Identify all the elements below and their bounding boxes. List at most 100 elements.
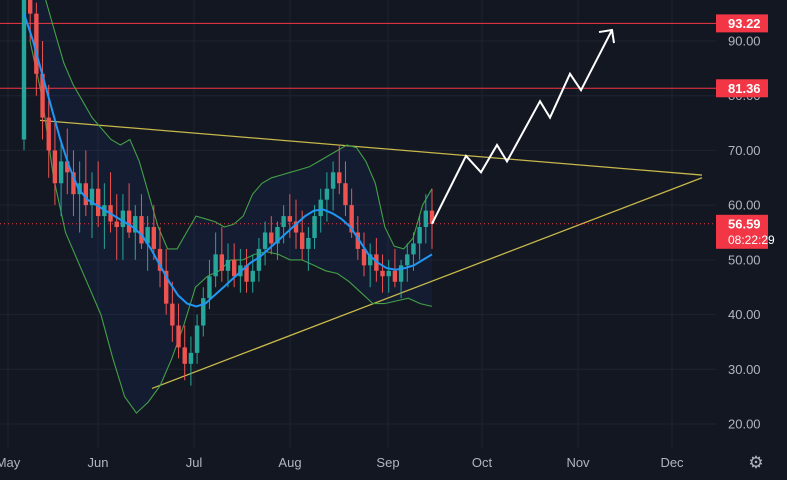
candle-body-21 [151, 227, 157, 249]
level-tag-1 [716, 79, 768, 98]
candle-body-6 [58, 161, 64, 184]
candle-body-38 [256, 248, 262, 271]
x-tick-dec: Dec [660, 455, 684, 470]
candle-body-43 [287, 216, 293, 222]
triangle-lower-trendline[interactable] [151, 177, 703, 390]
y-tick-7: 90.00 [728, 34, 761, 49]
candle-body-28 [194, 325, 200, 353]
x-tick-aug: Aug [278, 455, 301, 470]
bollinger-lower-band [29, 40, 433, 414]
candle-body-0 [21, 0, 27, 140]
y-tick-3: 50.00 [728, 252, 761, 267]
candle-body-24 [170, 303, 175, 326]
candle-body-22 [157, 248, 163, 271]
candle-body-55 [361, 248, 367, 266]
candle-body-58 [380, 270, 385, 277]
candle-body-54 [355, 232, 361, 249]
candle-body-2 [34, 13, 39, 74]
y-tick-4: 60.00 [728, 198, 761, 213]
candle-body-53 [349, 205, 354, 233]
price-levels[interactable] [0, 22, 716, 89]
bollinger-upper-band [45, 0, 433, 250]
candle-body-49 [324, 188, 330, 200]
candle-body-29 [201, 298, 206, 326]
candle-body-27 [188, 352, 194, 364]
candle-body-46 [306, 237, 311, 249]
candle-body-56 [367, 254, 373, 266]
candle-body-16 [120, 210, 126, 228]
time-axis-panel[interactable] [0, 448, 787, 480]
candle-body-42 [281, 216, 286, 228]
x-tick-may: May [0, 455, 21, 470]
candle-body-23 [163, 270, 169, 304]
candle-body-7 [65, 161, 70, 173]
x-tick-nov: Nov [566, 455, 590, 470]
candle-body-10 [83, 183, 89, 206]
candle-body-59 [386, 270, 391, 277]
candle-body-61 [398, 265, 404, 282]
last-price-label: 56.59 08:22:29 [716, 214, 775, 249]
x-tick-oct: Oct [472, 455, 493, 470]
candle-body-19 [139, 216, 144, 244]
candle-body-40 [269, 232, 274, 244]
candle-body-32 [219, 254, 225, 271]
y-tick-2: 40.00 [728, 307, 761, 322]
candle-body-60 [392, 270, 398, 282]
candle-body-26 [182, 347, 187, 364]
candle-body-44 [293, 221, 299, 233]
level-value-1: 81.36 [728, 81, 761, 96]
bollinger-band-fill [27, 0, 432, 414]
candle-body-64 [417, 227, 422, 244]
candle-body-30 [207, 276, 212, 299]
gear-icon[interactable]: ⚙ [748, 453, 764, 472]
projection-arrowhead [598, 28, 615, 44]
x-tick-jul: Jul [186, 455, 203, 470]
candlestick-series [21, 0, 435, 386]
candle-body-62 [405, 254, 410, 266]
projection-path[interactable] [431, 29, 613, 225]
candle-body-48 [318, 199, 323, 217]
last-price-tag [716, 214, 768, 249]
level-price-labels: 93.22 81.36 [716, 14, 768, 98]
candle-body-33 [225, 259, 231, 271]
candle-body-65 [423, 210, 429, 228]
candle-body-52 [343, 183, 348, 206]
candle-body-41 [275, 227, 280, 244]
candle-body-51 [337, 172, 342, 184]
candle-body-45 [299, 232, 305, 249]
y-tick-5: 70.00 [728, 143, 761, 158]
candle-body-50 [330, 172, 336, 189]
candle-body-4 [46, 117, 51, 151]
candle-body-31 [213, 254, 218, 277]
candle-body-1 [27, 0, 33, 14]
moving-average-line [23, 13, 433, 308]
level-value-0: 93.22 [728, 16, 761, 31]
triangle-upper-trendline[interactable] [39, 119, 703, 176]
candle-body-47 [312, 216, 317, 238]
candle-body-3 [40, 73, 45, 118]
candle-body-17 [126, 210, 132, 233]
x-tick-sep: Sep [376, 455, 399, 470]
candle-body-66 [429, 210, 435, 224]
candle-body-25 [176, 325, 181, 348]
candle-body-37 [250, 270, 255, 282]
candle-body-11 [89, 188, 95, 206]
y-tick-1: 30.00 [728, 362, 761, 377]
candle-body-12 [95, 188, 101, 217]
candle-body-36 [244, 265, 249, 282]
candle-body-20 [145, 227, 150, 244]
candle-body-18 [133, 216, 138, 233]
candle-body-39 [262, 232, 268, 249]
candle-body-15 [114, 221, 119, 228]
candle-body-63 [411, 243, 416, 255]
level-tag-0 [716, 14, 768, 33]
x-tick-jun: Jun [88, 455, 109, 470]
x-axis-tick-labels: May Jun Jul Aug Sep Oct Nov Dec [0, 455, 684, 470]
candle-body-34 [231, 259, 237, 277]
last-price-value: 56.59 [728, 216, 761, 231]
candle-body-8 [71, 172, 76, 195]
candle-body-5 [52, 150, 58, 184]
y-tick-0: 20.00 [728, 417, 761, 432]
